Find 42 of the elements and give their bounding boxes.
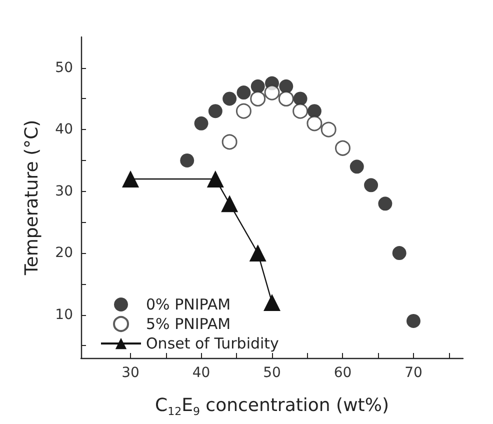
point — [250, 79, 265, 94]
point — [264, 84, 280, 100]
point — [222, 134, 238, 150]
point — [320, 122, 336, 138]
point — [250, 90, 266, 106]
y-tick-label: 20 — [55, 245, 73, 262]
point — [180, 153, 194, 168]
point — [292, 103, 308, 119]
point — [236, 103, 252, 119]
point — [122, 170, 140, 188]
point — [208, 104, 222, 118]
x-tick-label: 50 — [263, 365, 281, 381]
legend-label: 5% PNIPAM — [146, 315, 231, 333]
y-axis-title: Temperature (°C) — [22, 120, 42, 276]
point — [335, 140, 350, 156]
point — [350, 160, 364, 174]
point — [249, 244, 266, 262]
point — [293, 92, 308, 106]
point — [378, 196, 392, 211]
point — [236, 86, 251, 100]
legend-label: Onset of Turbidity — [146, 334, 280, 352]
legend-label: 0% PNIPAM — [146, 296, 231, 314]
point — [307, 104, 322, 118]
point — [222, 92, 237, 106]
x-tick-label: 60 — [334, 365, 352, 381]
point — [392, 246, 406, 260]
y-tick-label: 30 — [55, 183, 73, 200]
point — [279, 79, 294, 94]
x-tick-label: 70 — [404, 365, 422, 381]
x-tick-label: 30 — [122, 365, 140, 381]
point — [278, 90, 294, 106]
x-tick-label: 40 — [192, 365, 210, 381]
y-tick-label: 50 — [55, 60, 73, 76]
point — [306, 116, 322, 132]
y-tick-label: 10 — [55, 306, 73, 323]
point — [206, 170, 224, 188]
point — [221, 195, 238, 212]
y-tick-label: 40 — [55, 122, 73, 138]
point — [264, 294, 280, 311]
point — [364, 178, 378, 192]
point — [406, 314, 420, 328]
point — [194, 116, 208, 130]
